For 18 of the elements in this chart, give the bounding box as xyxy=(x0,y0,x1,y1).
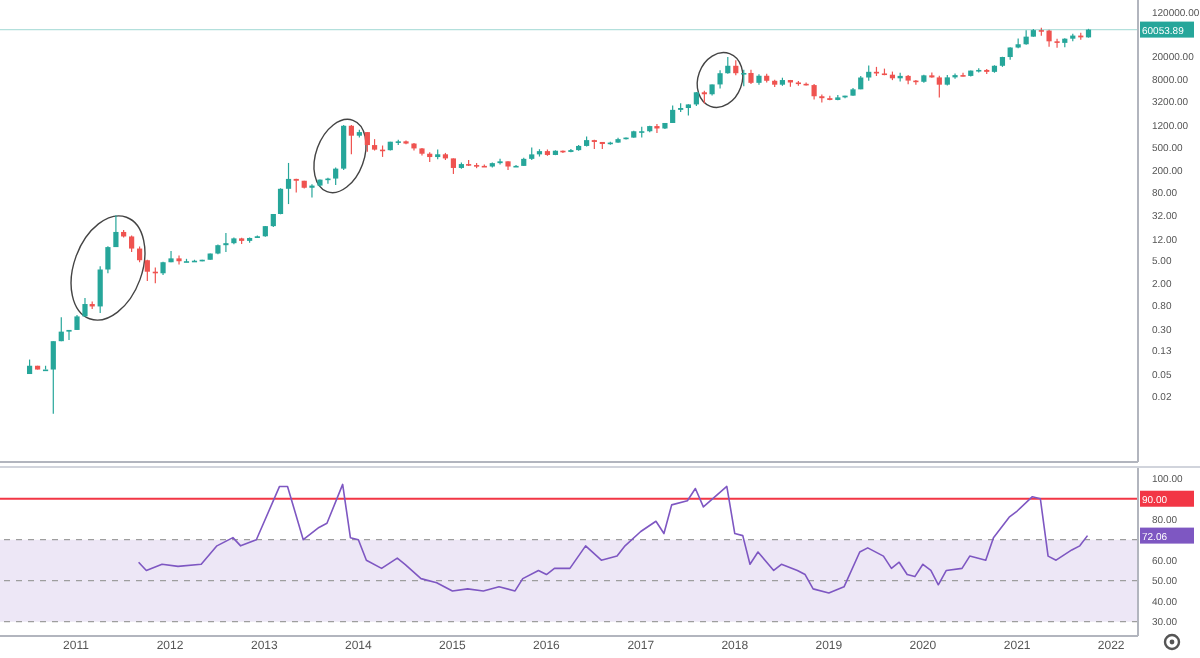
candlestick xyxy=(50,340,56,415)
candlestick xyxy=(717,69,723,90)
candlestick xyxy=(1054,38,1060,49)
candlestick xyxy=(223,232,229,253)
candlestick xyxy=(97,265,103,314)
candlestick xyxy=(176,254,182,266)
candlestick xyxy=(341,124,347,171)
candlestick xyxy=(113,214,119,248)
line-series xyxy=(137,483,1089,594)
candlestick xyxy=(654,123,660,134)
candlestick xyxy=(309,183,315,199)
candlestick xyxy=(66,329,72,341)
candlestick xyxy=(105,245,111,274)
candlestick xyxy=(348,124,354,155)
candlestick xyxy=(168,250,174,263)
candlestick xyxy=(285,162,292,205)
candlestick xyxy=(936,75,942,99)
candlestick xyxy=(277,187,284,215)
